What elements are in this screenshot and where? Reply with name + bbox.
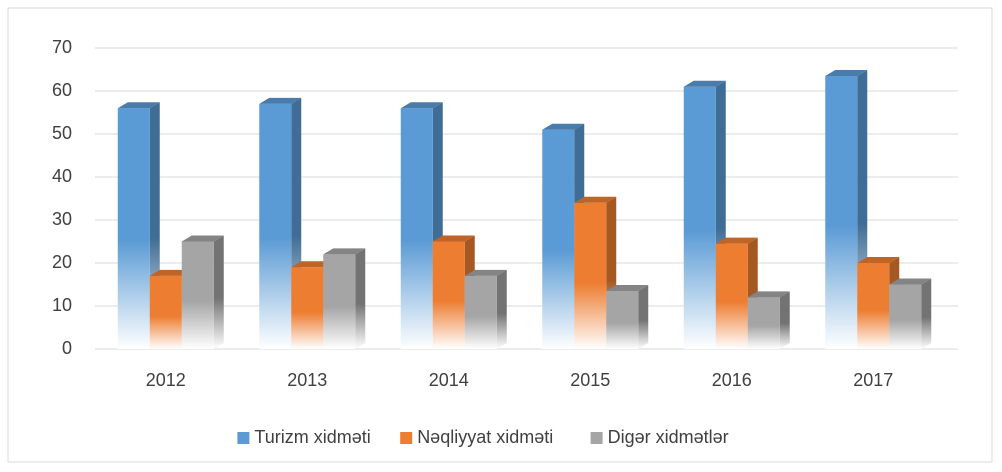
bar-front — [149, 275, 182, 349]
bar — [747, 291, 790, 349]
bar-side — [779, 291, 790, 349]
legend-label: Digər xidmətlər — [608, 427, 729, 447]
bar — [825, 69, 868, 349]
x-tick-label: 2016 — [712, 370, 752, 390]
bar-side — [355, 248, 366, 349]
bar-top — [715, 237, 758, 244]
bar-side — [496, 269, 507, 349]
bar — [606, 284, 649, 349]
bar-top — [291, 261, 334, 268]
bar — [889, 278, 932, 349]
legend-swatch — [400, 432, 413, 444]
bar-front — [117, 108, 150, 349]
bar-top — [259, 97, 302, 104]
legend-swatch — [590, 432, 603, 444]
bar — [323, 248, 366, 349]
x-tick-label: 2017 — [853, 370, 893, 390]
bar-top — [400, 102, 443, 109]
bar-front — [542, 129, 575, 349]
bar-front — [464, 275, 497, 349]
bar-front — [857, 263, 890, 349]
bar — [400, 102, 443, 349]
legend-swatch — [237, 432, 250, 444]
bar-front — [715, 243, 748, 349]
y-tick-label: 30 — [52, 209, 72, 229]
bar-top — [889, 278, 932, 285]
x-tick-label: 2013 — [287, 370, 327, 390]
bar-front — [259, 103, 292, 350]
bar — [464, 269, 507, 349]
bar-side — [638, 284, 649, 349]
bar-front — [747, 297, 780, 349]
y-tick-label: 70 — [52, 37, 72, 57]
bar-front — [574, 202, 607, 349]
y-tick-label: 0 — [62, 338, 72, 358]
x-tick-label: 2012 — [146, 370, 186, 390]
bar-top — [149, 269, 192, 276]
bar-front — [683, 86, 716, 349]
bar-front — [323, 254, 356, 349]
bar-top — [574, 196, 617, 203]
x-tick-label: 2014 — [429, 370, 469, 390]
bar-front — [825, 75, 858, 349]
x-tick-label: 2015 — [570, 370, 610, 390]
bar-top — [857, 257, 900, 263]
bar-top — [747, 291, 790, 298]
bar-top — [432, 235, 475, 242]
bar-top — [606, 284, 649, 291]
bar-side — [921, 278, 932, 349]
bar-top — [464, 269, 507, 276]
bar-front — [606, 290, 639, 349]
y-tick-label: 20 — [52, 252, 72, 272]
y-tick-label: 60 — [52, 80, 72, 100]
bar-front — [181, 241, 214, 349]
bar-top — [117, 102, 160, 109]
bar-front — [889, 284, 922, 349]
bar-front — [400, 108, 433, 349]
bar-front — [432, 241, 465, 349]
bar — [181, 235, 224, 349]
legend-label: Nəqliyyat xidməti — [417, 427, 553, 447]
bar-side — [213, 235, 224, 349]
y-tick-label: 40 — [52, 166, 72, 186]
bar-top — [323, 248, 366, 255]
bar-top — [542, 123, 585, 130]
y-tick-label: 10 — [52, 295, 72, 315]
bar-top — [683, 80, 726, 87]
bar-front — [291, 267, 324, 349]
bar — [259, 97, 302, 350]
bar-top — [825, 69, 868, 76]
legend-label: Turizm xidməti — [254, 427, 370, 447]
bar-top — [181, 235, 224, 242]
y-tick-label: 50 — [52, 123, 72, 143]
